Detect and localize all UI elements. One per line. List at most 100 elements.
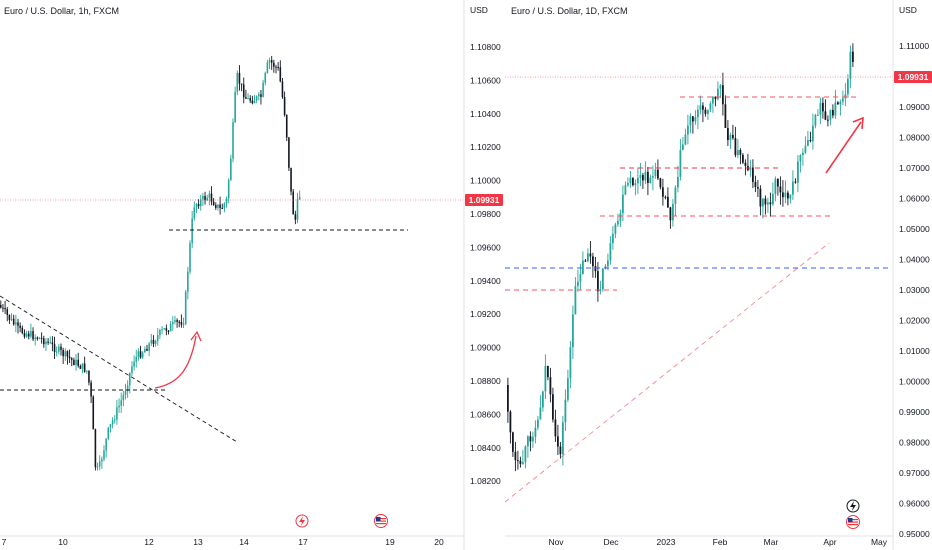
- candle: [232, 118, 234, 163]
- candle: [739, 148, 742, 165]
- candle: [219, 196, 221, 215]
- candle: [532, 431, 534, 448]
- right-us-flag-icon[interactable]: [846, 515, 860, 529]
- candle: [619, 209, 622, 227]
- candle: [180, 314, 183, 328]
- candle: [564, 389, 567, 432]
- candle: [81, 363, 84, 374]
- candle: [674, 185, 677, 216]
- right-price-axis[interactable]: 1.110001.100001.090001.080001.070001.060…: [892, 0, 932, 550]
- candle: [223, 202, 226, 213]
- candle: [797, 155, 799, 193]
- candle: [682, 137, 684, 151]
- candle: [279, 60, 282, 83]
- left-chart[interactable]: [0, 55, 463, 528]
- right-y-tick-label: 1.04000: [899, 255, 930, 265]
- right-lightning-icon[interactable]: [846, 499, 860, 513]
- candle: [629, 170, 632, 188]
- candle: [266, 59, 269, 74]
- candle: [174, 315, 176, 325]
- candle: [268, 57, 271, 70]
- candle: [75, 354, 77, 371]
- left-y-tick-label: 1.09200: [470, 309, 501, 319]
- candle: [784, 180, 787, 204]
- candle: [667, 187, 669, 209]
- right-price-tag: 1.09931: [894, 71, 932, 83]
- candle: [2, 304, 4, 313]
- candle: [109, 423, 112, 433]
- candle: [512, 431, 514, 458]
- candle: [68, 349, 71, 363]
- candle: [732, 124, 734, 140]
- right-y-tick-label: 1.01000: [899, 346, 930, 356]
- left-arrow-head: [190, 330, 202, 342]
- candle: [197, 199, 200, 209]
- candle: [32, 327, 34, 342]
- right-chart[interactable]: [504, 43, 892, 529]
- right-x-tick-label: Apr: [823, 537, 836, 547]
- candle: [126, 380, 129, 398]
- candle: [154, 339, 157, 347]
- candle: [722, 72, 724, 116]
- candle: [539, 395, 542, 420]
- candle: [812, 113, 814, 150]
- candle: [152, 335, 155, 348]
- right-y-tick-label: 0.97000: [899, 468, 930, 478]
- candle: [514, 441, 517, 472]
- candle: [804, 136, 807, 155]
- candle: [165, 324, 168, 336]
- left-y-tick-label: 1.09000: [470, 343, 501, 353]
- candle: [217, 204, 219, 211]
- right-x-tick-label: Dec: [603, 537, 619, 547]
- candle: [251, 95, 254, 105]
- left-time-axis[interactable]: 7 10 12 13 14 17 19 20: [0, 535, 464, 547]
- candle: [49, 336, 52, 344]
- candle: [184, 289, 187, 326]
- candle: [210, 186, 213, 206]
- left-x-tick-label: 7: [2, 537, 7, 547]
- candle: [542, 390, 544, 412]
- right-y-tick-label: 1.08000: [899, 133, 930, 143]
- candle: [131, 361, 133, 377]
- left-y-tick-label: 1.10600: [470, 75, 501, 85]
- candle: [107, 427, 110, 441]
- candle: [189, 240, 191, 275]
- left-lightning-icon[interactable]: [295, 514, 309, 528]
- candle: [839, 99, 842, 116]
- candle: [622, 185, 624, 222]
- right-candles: [507, 43, 854, 472]
- right-x-tick-label: 2023: [657, 537, 676, 547]
- left-y-tick-label: 1.08600: [470, 409, 501, 419]
- candle: [684, 128, 687, 146]
- candle: [88, 370, 90, 386]
- left-us-flag-icon[interactable]: [374, 514, 388, 528]
- candle: [847, 74, 849, 98]
- candle: [697, 105, 699, 130]
- candle: [273, 59, 275, 73]
- candle: [807, 130, 809, 147]
- candle: [260, 89, 262, 105]
- candle: [654, 162, 657, 179]
- candle: [852, 43, 854, 67]
- candle: [264, 71, 267, 86]
- candle: [139, 345, 142, 359]
- left-x-tick-label: 14: [239, 537, 249, 547]
- candle: [146, 344, 148, 352]
- candle: [527, 435, 529, 458]
- right-time-axis[interactable]: Nov Dec 2023 Feb Mar Apr May: [505, 535, 893, 547]
- candle: [584, 258, 587, 262]
- candle: [777, 178, 779, 196]
- candle: [262, 79, 264, 98]
- right-y-tick-label: 1.06000: [899, 194, 930, 204]
- left-y-tick-label: 1.09800: [470, 209, 501, 219]
- left-price-axis[interactable]: 1.10800 1.10600 1.10400 1.10200 1.10000 1.098…: [463, 0, 503, 550]
- candle: [689, 113, 692, 134]
- candle: [537, 415, 539, 431]
- right-y-tick-label: 1.02000: [899, 316, 930, 326]
- left-price-tag: 1.09931: [465, 194, 503, 206]
- candle: [744, 159, 747, 176]
- left-candles: [0, 55, 301, 471]
- candle: [66, 350, 69, 365]
- candle: [819, 97, 822, 125]
- candle: [25, 330, 28, 338]
